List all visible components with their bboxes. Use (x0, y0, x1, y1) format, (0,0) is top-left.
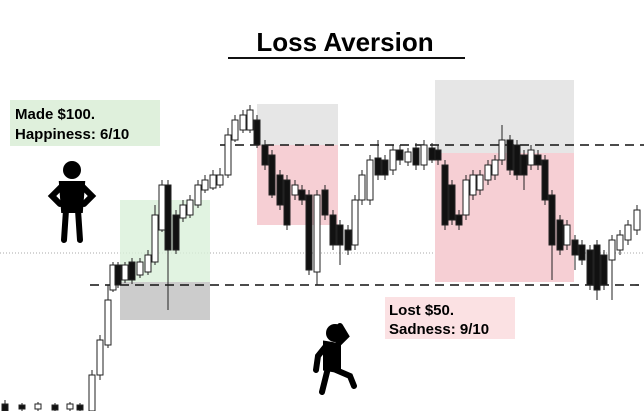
candle-body (268, 154, 276, 196)
candle-body (462, 179, 470, 216)
candle-body (366, 159, 374, 201)
candle-body (513, 144, 521, 176)
candle-body (616, 234, 624, 251)
candle-body (114, 264, 122, 286)
candle-body (548, 194, 556, 246)
candle-body (351, 199, 359, 246)
candle-body (321, 189, 329, 216)
candle-body (164, 184, 172, 251)
candle-body (121, 264, 129, 281)
candle-body (404, 151, 412, 163)
candle-body (201, 179, 209, 191)
candle-body (329, 214, 337, 246)
candle-body (51, 404, 59, 411)
candle-body (571, 239, 579, 256)
candle-body (253, 119, 261, 146)
candle-body (224, 134, 232, 176)
loss-top-zone (257, 104, 338, 145)
candle-body (216, 174, 224, 186)
candle-body (534, 154, 542, 166)
candle-body (506, 139, 514, 171)
candle-body (527, 149, 535, 166)
candle-body (624, 224, 632, 241)
candle-body (1, 403, 9, 411)
candle-body (381, 159, 389, 176)
candle-body (491, 159, 499, 176)
candle-body (633, 209, 641, 231)
candle-body (261, 144, 269, 166)
candle-body (305, 194, 313, 271)
candle-body (563, 224, 571, 246)
candle-body (186, 199, 194, 216)
candle-body (586, 249, 594, 286)
loss-note-box (385, 297, 515, 339)
candle-body (469, 174, 477, 196)
candle-body (358, 174, 366, 201)
loss-note: Sadness: 9/10 (389, 321, 489, 338)
candle-body (144, 254, 152, 273)
candle-body (484, 164, 492, 181)
candle-body (578, 244, 586, 261)
gain-base-zone (120, 282, 210, 320)
candle-body (96, 339, 104, 376)
candle-body (34, 403, 42, 410)
candle-body (428, 147, 436, 161)
candle-body (179, 204, 187, 219)
candle-body (151, 214, 159, 263)
candle-body (344, 229, 352, 251)
candle-body (158, 184, 166, 231)
candle-body (520, 154, 528, 176)
candle-body (209, 174, 217, 189)
candle-body (593, 244, 601, 291)
candle-body (434, 149, 442, 161)
candle-body (276, 174, 284, 206)
candle-body (136, 261, 144, 276)
candle-body (608, 239, 616, 261)
gain-note-box (10, 100, 160, 146)
candle-body (76, 404, 84, 411)
title: Loss Aversion (256, 27, 433, 57)
candle-body (291, 184, 299, 196)
gain-note: Happiness: 6/10 (15, 126, 129, 143)
candle-body (374, 157, 382, 176)
candle-body (66, 403, 74, 410)
candle-body (239, 114, 247, 131)
candles (1, 105, 641, 411)
candle-body (412, 147, 420, 166)
candle-body (441, 164, 449, 226)
candle-body (172, 214, 180, 251)
candle-body (18, 404, 26, 410)
candle-body (455, 214, 463, 226)
candle-body (194, 184, 202, 206)
candle-body (336, 224, 344, 246)
candle-body (88, 374, 96, 411)
candle-body (246, 109, 254, 131)
candle-body (600, 254, 608, 286)
candle-body (298, 189, 306, 201)
candle-body (541, 159, 549, 201)
candle-body (104, 299, 112, 346)
candle-body (396, 149, 404, 161)
candle-body (420, 144, 428, 166)
candle-body (128, 261, 136, 281)
candle-body (498, 139, 506, 161)
candle-body (448, 184, 456, 221)
happy-figure (47, 161, 97, 243)
candle-body (476, 174, 484, 191)
candle-body (313, 194, 321, 273)
gain-note: Made $100. (15, 106, 95, 123)
candle-body (231, 119, 239, 141)
candle-body (556, 219, 564, 251)
candle-body (283, 179, 291, 226)
sad-figure (313, 323, 357, 395)
candle-body (389, 149, 397, 171)
loss-note: Lost $50. (389, 302, 454, 319)
